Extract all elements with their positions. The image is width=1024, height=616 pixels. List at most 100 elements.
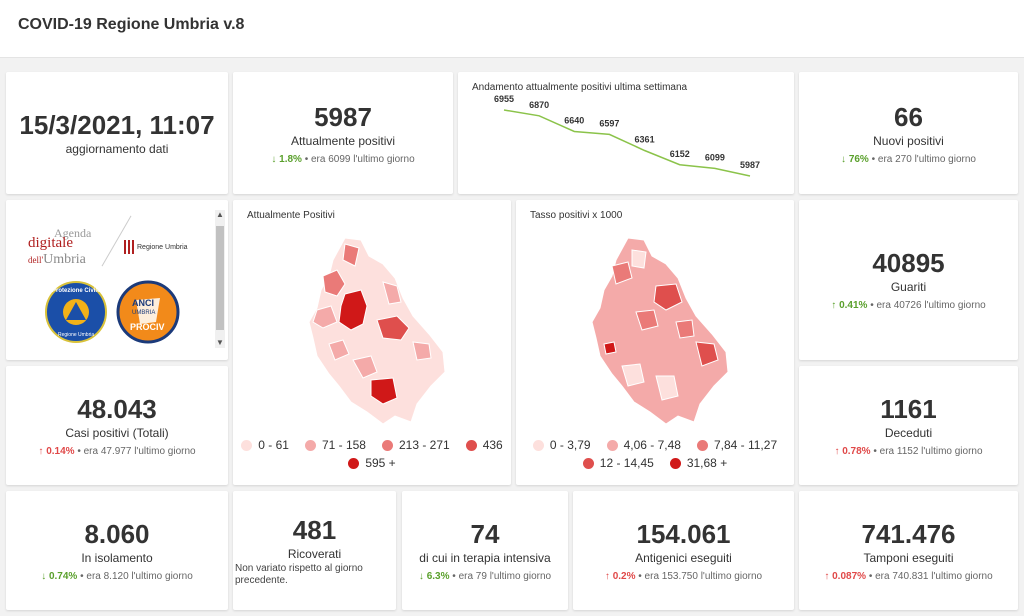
- dell-word: dell': [28, 255, 44, 265]
- anci-prociv-logo: [116, 280, 180, 344]
- logos-card: Agenda digitale dell'Umbria Regione Umbr…: [6, 200, 228, 360]
- terapia-pct: 6.3%: [426, 571, 450, 582]
- tamponi-label: Tamponi eseguiti: [863, 551, 954, 565]
- terapia-value: 74: [470, 519, 500, 549]
- legend-dot-icon: [304, 439, 316, 451]
- trend-data-label: 6955: [494, 94, 514, 104]
- positivi-label: Attualmente positivi: [290, 134, 396, 148]
- trend-data-label: 6361: [635, 135, 655, 145]
- legend-dot-icon: [532, 439, 544, 451]
- ricoverati-value: 481: [292, 515, 337, 545]
- tamponi-pct: 0.087%: [832, 571, 867, 582]
- isolamento-pct: 0.74%: [48, 571, 78, 582]
- ricoverati-note: Non variato rispetto al giorno precedent…: [235, 563, 363, 586]
- map1-legend-item: 213 - 271: [381, 438, 450, 452]
- protezione-civile-logo: [45, 281, 107, 343]
- terapia-prev: era 79 l'ultimo giorno: [458, 571, 552, 582]
- map1-legend-label: 436: [482, 438, 503, 452]
- nuovi-label: Nuovi positivi: [873, 134, 944, 148]
- tamponi-delta: ↑ 0.087% • era 740.831 l'ultimo giorno: [824, 571, 993, 582]
- deceduti-label: Deceduti: [884, 426, 933, 440]
- arrow-up-icon: ↑: [824, 571, 830, 582]
- page-title: COVID-19 Regione Umbria v.8: [18, 16, 245, 33]
- arrow-up-icon: ↑: [834, 446, 840, 457]
- isolamento-value: 8.060: [84, 519, 150, 549]
- legend-dot-icon: [348, 457, 360, 469]
- casi-label: Casi positivi (Totali): [65, 426, 169, 440]
- update-datetime: 15/3/2021, 11:07: [19, 110, 215, 140]
- map2-legend-item: 4,06 - 7,48: [606, 438, 681, 452]
- nuovi-value: 66: [894, 102, 923, 132]
- map1-legend-label: 71 - 158: [321, 438, 366, 452]
- terapia-card: 74 di cui in terapia intensiva ↓ 6.3% • …: [402, 491, 568, 610]
- map1-legend-label: 595 +: [365, 456, 396, 470]
- isolamento-label: In isolamento: [81, 551, 153, 565]
- map2-legend-item: 12 - 14,45: [582, 456, 654, 470]
- scroll-down-icon[interactable]: ▼: [216, 338, 224, 347]
- casi-prev: era 47.977 l'ultimo giorno: [83, 446, 196, 457]
- legend-dot-icon: [381, 439, 393, 451]
- antigenici-label: Antigenici eseguiti: [635, 551, 732, 565]
- umbria-map-tasso[interactable]: [516, 226, 794, 466]
- antigenici-card: 154.061 Antigenici eseguiti ↑ 0.2% • era…: [573, 491, 794, 610]
- deceduti-value: 1161: [880, 394, 937, 424]
- map2-legend-item: 7,84 - 11,27: [696, 438, 777, 452]
- terapia-label: di cui in terapia intensiva: [419, 551, 551, 565]
- trend-data-label: 6152: [670, 149, 690, 159]
- trend-data-label: 6597: [599, 118, 619, 128]
- logos-scrollbar[interactable]: ▲ ▼: [215, 210, 225, 348]
- legend-dot-icon: [465, 439, 477, 451]
- nuovi-delta: ↓ 76% • era 270 l'ultimo giorno: [841, 154, 976, 165]
- map-tasso-positivi-card: Tasso positivi x 1000 0 - 3,79 4,06 - 7,4…: [516, 200, 794, 485]
- anci-sub: UMBRIA: [132, 310, 156, 316]
- regione-emblem-icon: [124, 240, 134, 254]
- arrow-up-icon: ↑: [38, 446, 44, 457]
- umbria-word: dell'Umbria: [28, 250, 86, 268]
- update-card: 15/3/2021, 11:07 aggiornamento dati: [6, 72, 228, 194]
- prociv-label: PROCIV: [130, 322, 165, 332]
- app-header: COVID-19 Regione Umbria v.8: [0, 0, 1024, 58]
- isolamento-delta: ↓ 0.74% • era 8.120 l'ultimo giorno: [41, 571, 193, 582]
- tamponi-card: 741.476 Tamponi eseguiti ↑ 0.087% • era …: [799, 491, 1018, 610]
- map1-legend: 0 - 61 71 - 158 213 - 271 436 595 +: [233, 438, 511, 474]
- deceduti-card: 1161 Deceduti ↑ 0.78% • era 1152 l'ultim…: [799, 366, 1018, 485]
- legend-dot-icon: [696, 439, 708, 451]
- scroll-thumb[interactable]: [216, 226, 224, 330]
- positivi-value: 5987: [314, 102, 372, 132]
- arrow-up-icon: ↑: [604, 571, 610, 582]
- map1-legend-item: 436: [465, 438, 503, 452]
- guariti-label: Guariti: [890, 280, 927, 294]
- regione-umbria-logo: Regione Umbria: [124, 240, 188, 254]
- map1-legend-item: 595 +: [348, 456, 396, 470]
- scroll-up-icon[interactable]: ▲: [216, 210, 224, 219]
- update-label: aggiornamento dati: [65, 142, 169, 156]
- anci-label: ANCI: [132, 298, 154, 308]
- casi-value: 48.043: [77, 394, 157, 424]
- trend-data-label: 6640: [564, 115, 584, 125]
- map2-legend-label: 4,06 - 7,48: [623, 438, 681, 452]
- guariti-card: 40895 Guariti ↑ 0.41% • era 40726 l'ulti…: [799, 200, 1018, 360]
- map1-legend-label: 213 - 271: [398, 438, 450, 452]
- positivi-prev: era 6099 l'ultimo giorno: [311, 154, 415, 165]
- guariti-pct: 0.41%: [839, 300, 868, 311]
- legend-dot-icon: [582, 457, 594, 469]
- arrow-down-icon: ↓: [41, 571, 47, 582]
- ricoverati-label: Ricoverati: [287, 547, 342, 561]
- arrow-up-icon: ↑: [831, 300, 837, 311]
- umbria-text: Umbria: [43, 252, 86, 267]
- map1-title: Attualmente Positivi: [247, 210, 335, 221]
- casi-pct: 0.14%: [46, 446, 75, 457]
- map2-legend-label: 0 - 3,79: [549, 438, 591, 452]
- antigenici-value: 154.061: [636, 519, 731, 549]
- deceduti-pct: 0.78%: [842, 446, 871, 457]
- umbria-map-positivi[interactable]: [233, 226, 511, 466]
- map2-legend-label: 31,68 +: [686, 456, 728, 470]
- map-attualmente-positivi-card: Attualmente Positivi 0 - 61 71 - 158 213 -…: [233, 200, 511, 485]
- deceduti-prev: era 1152 l'ultimo giorno: [879, 446, 983, 457]
- legend-dot-icon: [669, 457, 681, 469]
- positivi-pct: 1.8%: [279, 154, 302, 165]
- arrow-down-icon: ↓: [841, 154, 847, 165]
- nuovi-card: 66 Nuovi positivi ↓ 76% • era 270 l'ulti…: [799, 72, 1018, 194]
- digitale-word: digitale: [28, 235, 73, 251]
- nuovi-pct: 76%: [848, 154, 869, 165]
